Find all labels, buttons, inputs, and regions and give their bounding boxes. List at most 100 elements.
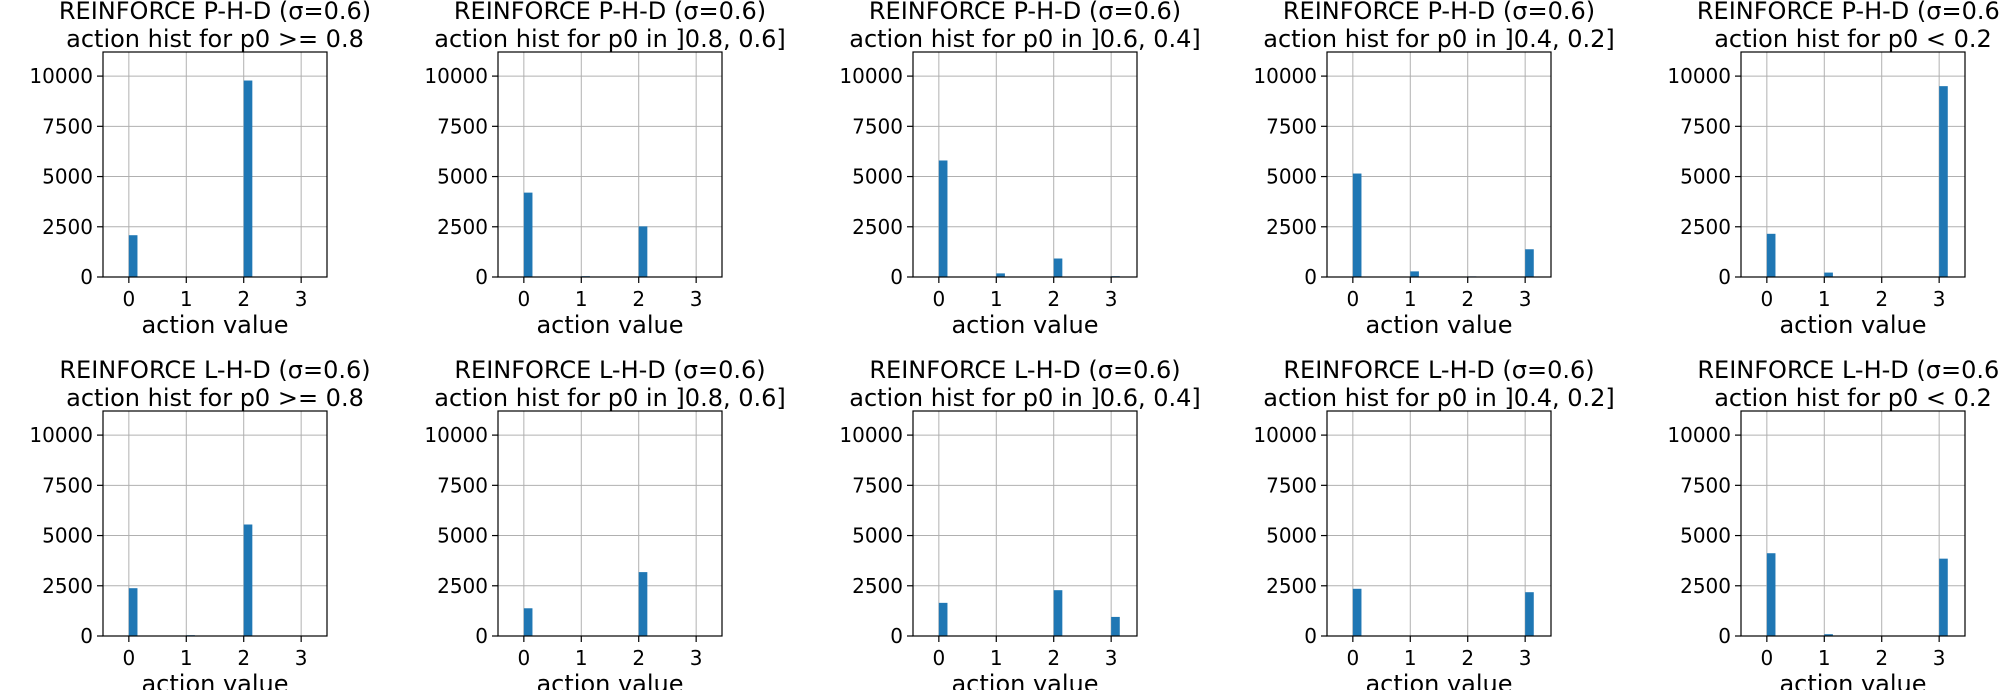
y-tick-label: 7500 xyxy=(42,473,93,497)
panel-title-line-1: REINFORCE L-H-D (σ=0.6) xyxy=(59,356,370,384)
y-tick-label: 5000 xyxy=(1680,165,1731,189)
x-tick-label: 1 xyxy=(990,287,1003,311)
axes-frame xyxy=(1740,410,1966,637)
x-axis-label: action value xyxy=(951,311,1098,339)
y-tick-label: 0 xyxy=(475,265,488,289)
histogram-panel-4: REINFORCE P-H-D (σ=0.6)action hist for p… xyxy=(1253,0,1614,339)
histogram-bar-1 xyxy=(1824,634,1833,636)
x-tick-label: 3 xyxy=(690,646,703,670)
panel-title-line-2: action hist for p0 in ]0.4, 0.2] xyxy=(1263,384,1615,412)
y-tick-label: 7500 xyxy=(852,114,903,138)
x-tick-label: 0 xyxy=(122,287,135,311)
panel-title-line-2: action hist for p0 >= 0.8 xyxy=(66,384,364,412)
axes-frame xyxy=(102,51,328,278)
axes-frame xyxy=(912,410,1138,637)
x-axis-label: action value xyxy=(1365,670,1512,690)
x-tick-label: 3 xyxy=(1519,287,1532,311)
x-tick-label: 2 xyxy=(237,287,250,311)
histogram-panel-3: REINFORCE P-H-D (σ=0.6)action hist for p… xyxy=(839,0,1200,339)
histogram-bar-3 xyxy=(1939,86,1948,277)
x-axis-label: action value xyxy=(1779,311,1926,339)
axes-frame xyxy=(1740,51,1966,278)
x-axis-label: action value xyxy=(536,670,683,690)
y-tick-label: 7500 xyxy=(42,114,93,138)
x-tick-label: 1 xyxy=(575,646,588,670)
histogram-panel-7: REINFORCE L-H-D (σ=0.6)action hist for p… xyxy=(424,356,785,690)
y-tick-label: 5000 xyxy=(437,165,488,189)
y-tick-label: 7500 xyxy=(1680,473,1731,497)
y-tick-label: 10000 xyxy=(839,64,903,88)
histogram-bar-0 xyxy=(128,588,138,636)
x-tick-label: 2 xyxy=(1461,287,1474,311)
histogram-bar-0 xyxy=(938,160,948,277)
y-tick-label: 2500 xyxy=(437,215,488,239)
x-tick-label: 2 xyxy=(1047,646,1060,670)
x-axis-label: action value xyxy=(1779,670,1926,690)
y-tick-label: 2500 xyxy=(42,574,93,598)
x-axis-label: action value xyxy=(1365,311,1512,339)
y-tick-label: 7500 xyxy=(1680,114,1731,138)
y-tick-label: 0 xyxy=(475,624,488,648)
panel-title-line-2: action hist for p0 in ]0.8, 0.6] xyxy=(434,25,786,53)
y-tick-label: 5000 xyxy=(42,165,93,189)
x-axis-label: action value xyxy=(536,311,683,339)
histogram-bar-0 xyxy=(523,608,533,636)
histogram-bar-0 xyxy=(1766,553,1776,636)
axes-frame xyxy=(912,51,1138,278)
x-tick-label: 0 xyxy=(517,646,530,670)
x-tick-label: 0 xyxy=(932,287,945,311)
y-tick-label: 7500 xyxy=(437,114,488,138)
y-tick-label: 2500 xyxy=(1266,215,1317,239)
panel-title-line-2: action hist for p0 in ]0.8, 0.6] xyxy=(434,384,786,412)
axes-frame xyxy=(497,410,723,637)
y-tick-label: 10000 xyxy=(1253,64,1317,88)
x-tick-label: 2 xyxy=(1875,646,1888,670)
y-tick-label: 7500 xyxy=(437,473,488,497)
y-tick-label: 10000 xyxy=(839,423,903,447)
axes-frame xyxy=(1326,410,1552,637)
y-tick-label: 10000 xyxy=(29,64,93,88)
x-tick-label: 1 xyxy=(180,287,193,311)
histogram-panel-6: REINFORCE L-H-D (σ=0.6)action hist for p… xyxy=(29,356,370,690)
panel-title-line-1: REINFORCE L-H-D (σ=0.6) xyxy=(454,356,765,384)
panel-title-line-1: REINFORCE P-H-D (σ=0.6) xyxy=(59,0,371,25)
panel-title-line-2: action hist for p0 in ]0.6, 0.4] xyxy=(849,384,1201,412)
x-tick-label: 2 xyxy=(632,646,645,670)
x-tick-label: 3 xyxy=(295,646,308,670)
histogram-bar-1 xyxy=(1410,271,1419,277)
y-tick-label: 0 xyxy=(1304,624,1317,648)
histogram-bar-0 xyxy=(523,192,533,277)
y-tick-label: 0 xyxy=(1718,624,1731,648)
panel-title-line-2: action hist for p0 < 0.2 xyxy=(1714,384,1992,412)
histogram-bar-2 xyxy=(243,80,253,277)
panel-title-line-1: REINFORCE P-H-D (σ=0.6) xyxy=(1283,0,1595,25)
x-tick-label: 3 xyxy=(1519,646,1532,670)
histogram-bar-0 xyxy=(1352,588,1362,636)
panel-title-line-2: action hist for p0 in ]0.6, 0.4] xyxy=(849,25,1201,53)
x-axis-label: action value xyxy=(141,670,288,690)
histogram-panel-8: REINFORCE L-H-D (σ=0.6)action hist for p… xyxy=(839,356,1200,690)
x-tick-label: 2 xyxy=(237,646,250,670)
x-tick-label: 1 xyxy=(180,646,193,670)
panel-title-line-1: REINFORCE P-H-D (σ=0.6) xyxy=(869,0,1181,25)
histogram-bar-0 xyxy=(938,602,948,636)
y-tick-label: 10000 xyxy=(424,64,488,88)
panel-title-line-2: action hist for p0 < 0.2 xyxy=(1714,25,1992,53)
y-tick-label: 0 xyxy=(1718,265,1731,289)
x-tick-label: 0 xyxy=(932,646,945,670)
y-tick-label: 2500 xyxy=(1266,574,1317,598)
x-tick-label: 1 xyxy=(575,287,588,311)
histogram-panel-9: REINFORCE L-H-D (σ=0.6)action hist for p… xyxy=(1253,356,1614,690)
histogram-panel-1: REINFORCE P-H-D (σ=0.6)action hist for p… xyxy=(29,0,371,339)
histogram-bar-0 xyxy=(1766,233,1776,277)
x-tick-label: 3 xyxy=(1105,646,1118,670)
axes-frame xyxy=(1326,51,1552,278)
panel-title-line-1: REINFORCE P-H-D (σ=0.6) xyxy=(454,0,766,25)
histogram-bar-3 xyxy=(1525,592,1534,636)
y-tick-label: 0 xyxy=(890,624,903,648)
panel-title-line-1: REINFORCE L-H-D (σ=0.6) xyxy=(1697,356,2001,384)
y-tick-label: 2500 xyxy=(42,215,93,239)
y-tick-label: 0 xyxy=(80,624,93,648)
histogram-bar-2 xyxy=(638,572,648,636)
x-tick-label: 2 xyxy=(1461,646,1474,670)
